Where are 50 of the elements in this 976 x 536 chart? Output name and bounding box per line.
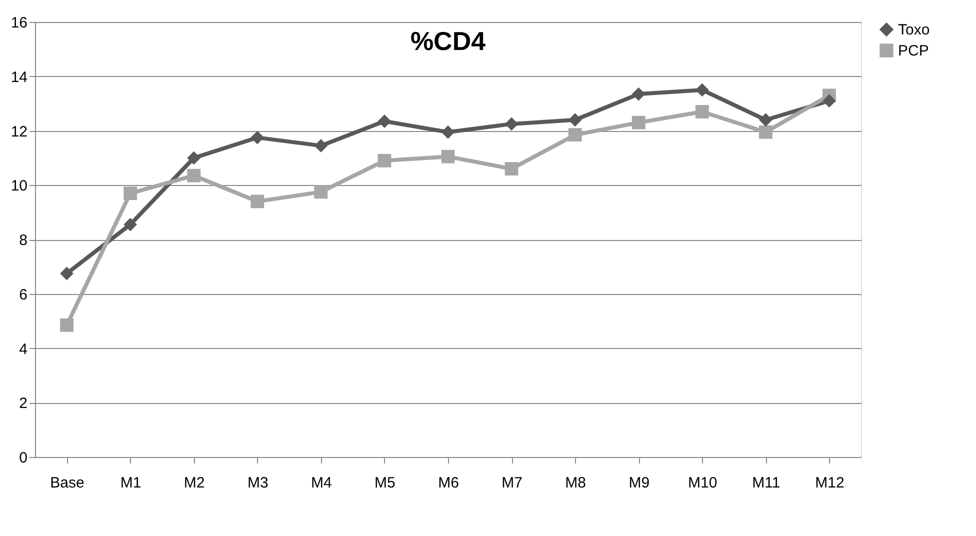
y-tick-label: 14: [10, 68, 28, 86]
y-tick-label: 16: [10, 14, 28, 32]
x-tick-label: M12: [815, 474, 844, 492]
point: [378, 114, 392, 128]
legend-label: PCP: [898, 42, 929, 60]
point: [632, 87, 646, 101]
x-tick-label: M7: [502, 474, 522, 492]
point: [568, 113, 582, 127]
x-tick-label: M5: [374, 474, 396, 492]
x-tick-label: M10: [688, 474, 718, 492]
point: [758, 125, 772, 139]
point: [695, 105, 709, 118]
point: [695, 83, 709, 97]
y-tick-label: 0: [19, 450, 28, 466]
point: [314, 138, 328, 152]
x-tick-label: M9: [628, 474, 650, 492]
y-tick-label: 12: [10, 123, 28, 140]
x-tick-label: M6: [438, 474, 459, 492]
point: [187, 168, 201, 182]
y-tick-label: 4: [19, 340, 28, 358]
x-tick-label: M3: [247, 474, 268, 492]
point: [758, 113, 772, 127]
y-tick-label: 10: [10, 178, 28, 195]
x-tick-label: Base: [50, 474, 84, 492]
point: [504, 117, 518, 131]
point: [124, 186, 138, 200]
point: [250, 194, 264, 208]
legend-label: Toxo: [898, 22, 930, 38]
x-tick-label: M11: [752, 474, 780, 492]
point: [822, 94, 836, 108]
point: [314, 185, 328, 199]
point: [568, 128, 582, 142]
x-tick-label: M4: [311, 474, 332, 492]
y-tick-label: 2: [19, 395, 28, 412]
point: [60, 266, 74, 280]
point: [60, 318, 74, 332]
x-tick-label: M8: [565, 474, 586, 492]
point: [441, 125, 455, 139]
point: [124, 218, 138, 232]
point: [187, 151, 201, 165]
point: [250, 130, 264, 144]
point: [378, 154, 392, 168]
chart-title: %CD4: [410, 26, 486, 56]
y-tick-label: 6: [19, 286, 28, 304]
point: [504, 162, 518, 176]
y-tick-label: 8: [19, 232, 28, 249]
point: [632, 116, 646, 130]
x-tick-label: M1: [120, 474, 142, 492]
point: [441, 150, 455, 164]
x-tick-label: M2: [184, 474, 205, 492]
